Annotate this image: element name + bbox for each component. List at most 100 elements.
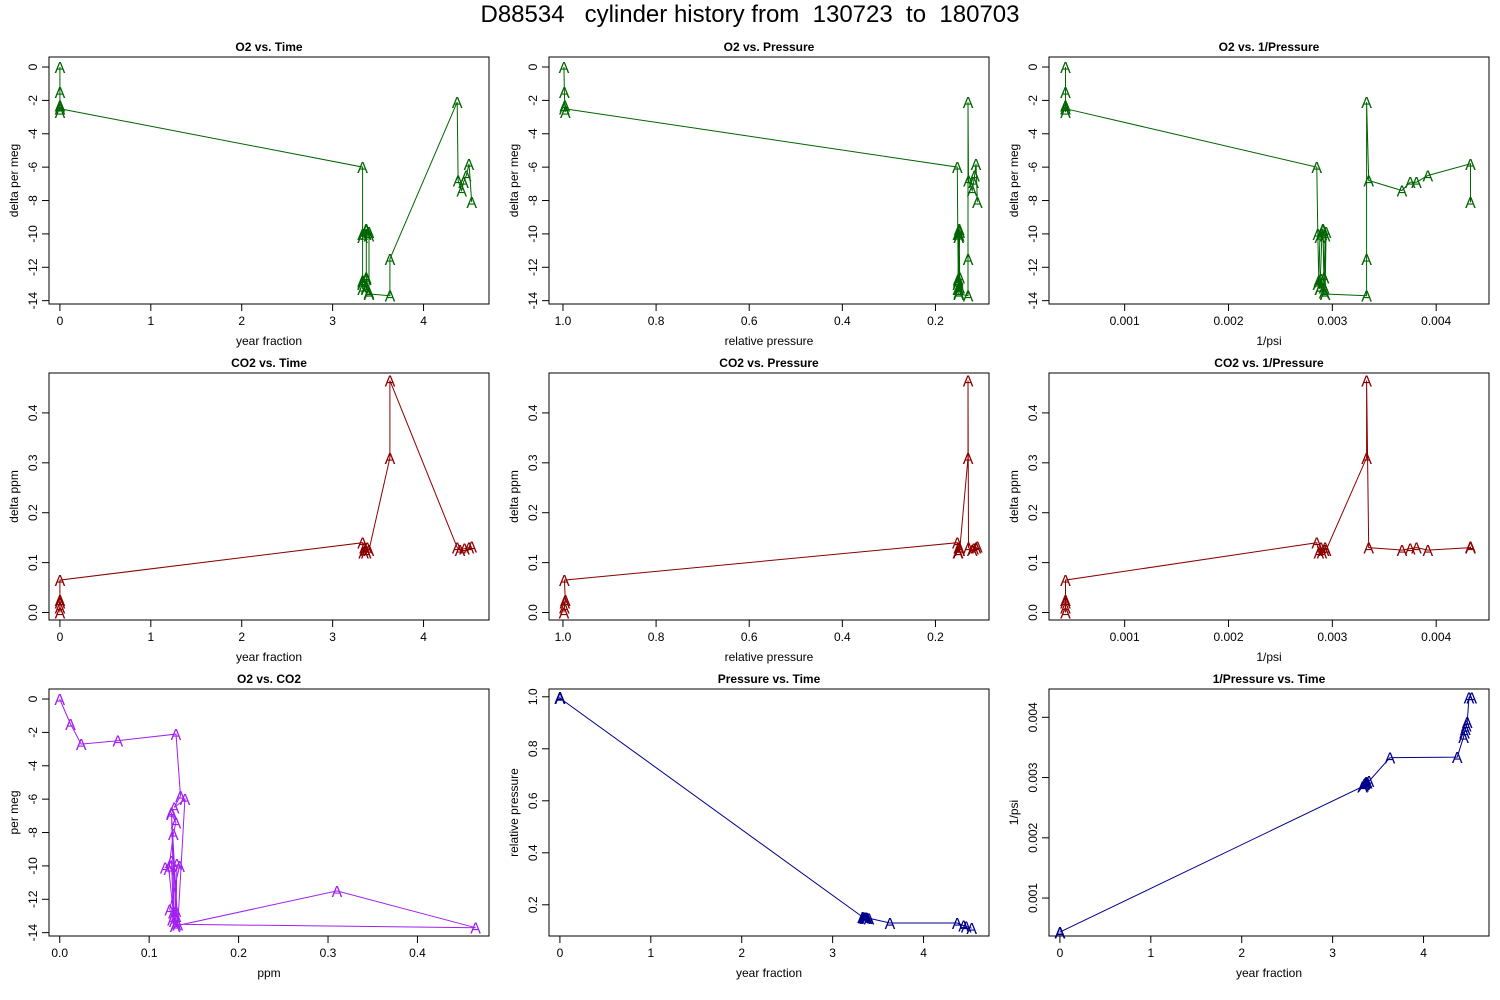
data-point: A — [952, 282, 963, 299]
data-point: A — [952, 536, 963, 553]
data-point: A — [1363, 541, 1374, 558]
data-point: A — [55, 596, 66, 613]
x-tick-label: 1.0 — [555, 630, 572, 644]
x-tick-label: 0.0 — [51, 946, 68, 960]
plot-frame — [48, 56, 490, 305]
data-point: A — [55, 60, 66, 77]
data-point: A — [461, 168, 472, 185]
data-point: A — [1060, 601, 1071, 618]
data-point: A — [963, 252, 974, 269]
y-tick-label: -14 — [26, 924, 40, 942]
y-axis-label: delta per meg — [507, 144, 521, 217]
data-point: A — [55, 98, 66, 115]
x-axis-label: year fraction — [736, 966, 802, 980]
series-line — [59, 380, 472, 613]
data-point: A — [966, 921, 977, 938]
data-point: A — [952, 160, 963, 177]
x-axis-label: year fraction — [236, 650, 302, 664]
data-point: A — [1320, 541, 1331, 558]
x-tick-label: 1 — [147, 630, 154, 644]
chart-title: CO2 vs. 1/Pressure — [1214, 356, 1324, 370]
x-tick-label: 3 — [829, 946, 836, 960]
x-tick-label: 3 — [329, 630, 336, 644]
plot-frame — [548, 688, 990, 937]
data-point: A — [952, 546, 963, 563]
data-point: A — [1361, 775, 1372, 792]
x-tick-label: 4 — [420, 630, 427, 644]
y-tick-label: 0 — [526, 63, 540, 70]
y-tick-label: 0 — [1026, 63, 1040, 70]
x-axis-label: 1/psi — [1256, 334, 1281, 348]
data-point: A — [1397, 184, 1408, 201]
data-point: A — [1385, 751, 1396, 768]
data-point: A — [1465, 195, 1476, 212]
data-point: A — [55, 102, 66, 119]
y-tick-label: 0.6 — [526, 792, 540, 809]
y-tick-label: 0.004 — [1026, 702, 1040, 732]
y-axis-label: delta ppm — [507, 470, 521, 523]
x-tick-label: 0.004 — [1421, 630, 1451, 644]
y-tick-label: 0.8 — [526, 740, 540, 757]
data-point: A — [953, 546, 964, 563]
y-tick-label: -8 — [26, 195, 40, 206]
data-point: A — [55, 593, 66, 610]
data-point: A — [1464, 690, 1475, 707]
chart-co2_time: CO2 vs. Time 0 1 2 3 4 0.0 0.1 0.2 0.3 0.4 year fra… — [7, 356, 490, 664]
plot-frame — [1048, 372, 1490, 621]
data-point: A — [385, 451, 396, 468]
x-tick-label: 0.2 — [927, 314, 944, 328]
data-point: A — [1315, 282, 1326, 299]
data-point: A — [466, 540, 477, 557]
data-point: A — [1312, 277, 1323, 294]
y-axis-label: per meg — [7, 790, 21, 834]
y-tick-label: 0.1 — [26, 554, 40, 571]
data-point: A — [1316, 541, 1327, 558]
data-point: A — [1361, 451, 1372, 468]
y-tick-label: 0.4 — [26, 404, 40, 421]
y-tick-label: 0.2 — [1026, 504, 1040, 521]
x-tick-label: 4 — [1420, 946, 1427, 960]
data-point: A — [175, 789, 186, 806]
data-point: A — [164, 902, 175, 919]
data-point: A — [860, 911, 871, 928]
data-point: A — [1423, 168, 1434, 185]
data-point: A — [861, 911, 872, 928]
series-line — [1065, 380, 1471, 613]
x-tick-label: 4 — [920, 946, 927, 960]
data-point: A — [452, 95, 463, 112]
y-tick-label: -10 — [526, 225, 540, 243]
data-point: A — [1358, 778, 1369, 795]
y-tick-label: 0.4 — [526, 404, 540, 421]
data-point: A — [364, 285, 375, 302]
y-axis-label: delta ppm — [1007, 470, 1021, 523]
y-axis-label: delta per meg — [1007, 144, 1021, 217]
data-point: A — [1311, 536, 1322, 553]
x-tick-label: 0.002 — [1213, 314, 1243, 328]
main-title: D88534 cylinder history from 130723 to 1… — [480, 1, 1020, 28]
data-point: A — [967, 543, 978, 560]
data-point: A — [954, 224, 965, 241]
data-point: A — [1060, 596, 1071, 613]
series-line — [559, 696, 972, 929]
data-point: A — [1461, 719, 1472, 736]
data-point: A — [559, 98, 570, 115]
chart-invp_time: 1/Pressure vs. Time 0 1 2 3 4 0.001 0.002 0.003 0… — [1007, 672, 1490, 980]
y-tick-label: -6 — [526, 161, 540, 172]
data-point: A — [168, 906, 179, 923]
data-point: A — [164, 862, 175, 879]
data-point: A — [954, 222, 965, 239]
x-tick-label: 0.001 — [1110, 314, 1140, 328]
data-point: A — [1060, 85, 1071, 102]
data-point: A — [969, 168, 980, 185]
data-point: A — [953, 275, 964, 292]
x-tick-label: 0.4 — [409, 946, 426, 960]
data-point: A — [972, 540, 983, 557]
data-point: A — [954, 543, 965, 560]
data-point: A — [1311, 160, 1322, 177]
data-point: A — [963, 373, 974, 390]
data-point: A — [456, 184, 467, 201]
series-line — [59, 698, 476, 929]
data-point: A — [357, 227, 368, 244]
data-point: A — [559, 102, 570, 119]
data-point: A — [166, 807, 177, 824]
